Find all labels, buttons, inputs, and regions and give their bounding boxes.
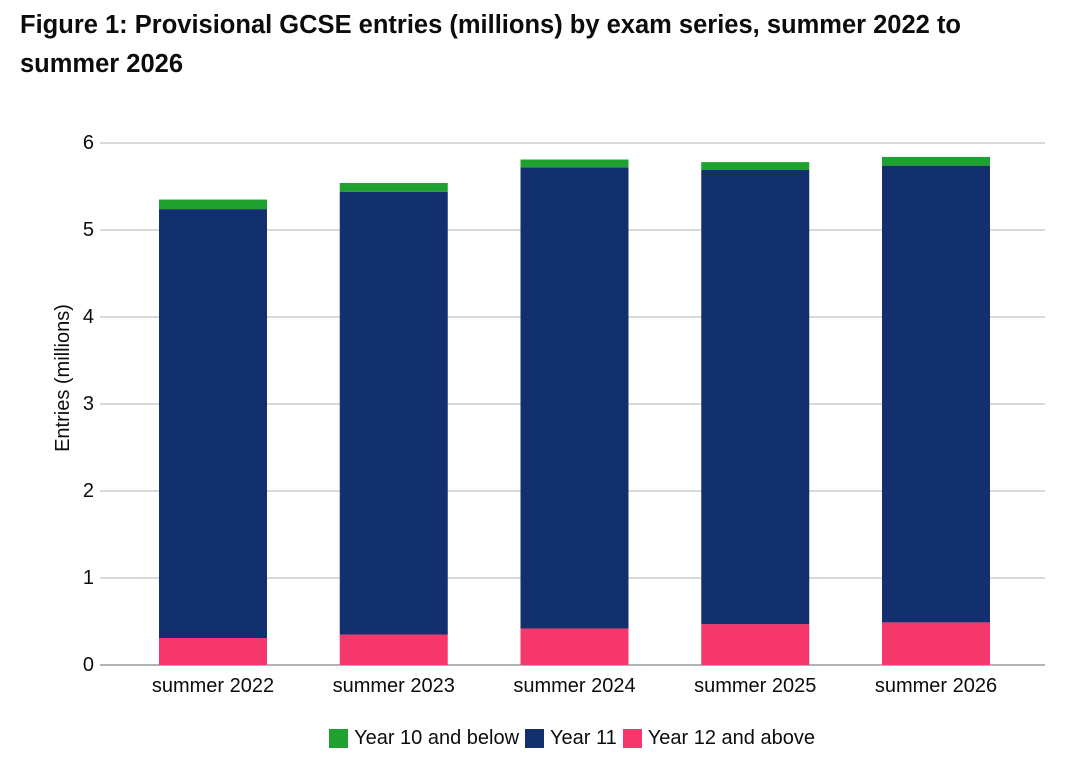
legend-swatch xyxy=(329,729,349,748)
x-tick-label: summer 2023 xyxy=(333,675,455,697)
bar-segment-year-11 xyxy=(882,165,990,623)
bar-segment-year-11 xyxy=(339,191,448,635)
bar-segment-year-10-and-below xyxy=(520,159,629,168)
legend-swatch xyxy=(525,729,545,748)
bar-segment-year-12-and-above xyxy=(520,628,629,665)
figure-title: Figure 1: Provisional GCSE entries (mill… xyxy=(20,11,962,78)
legend-swatch xyxy=(622,729,642,748)
y-axis-ticks: 0 1 2 3 4 5 6 xyxy=(83,132,94,676)
x-tick-label: summer 2025 xyxy=(694,675,816,697)
legend-item: Year 12 and above xyxy=(622,727,815,750)
bar-segment-year-10-and-below xyxy=(882,156,990,166)
y-axis-label: Entries (millions) xyxy=(52,304,74,452)
bar-segment-year-12-and-above xyxy=(701,624,810,665)
bar-segment-year-11 xyxy=(520,167,629,629)
legend-label: Year 10 and below xyxy=(354,727,520,749)
y-tick-label: 3 xyxy=(83,393,94,415)
legend-item: Year 11 xyxy=(525,727,617,750)
legend-label: Year 12 and above xyxy=(647,727,815,749)
bar-segment-year-12-and-above xyxy=(882,622,990,665)
x-tick-label: summer 2024 xyxy=(513,675,635,697)
y-tick-label: 0 xyxy=(83,654,94,676)
bars xyxy=(159,156,990,665)
y-tick-label: 5 xyxy=(83,219,94,241)
y-tick-label: 6 xyxy=(83,132,94,154)
bar-segment-year-11 xyxy=(159,209,267,639)
legend-item: Year 10 and below xyxy=(329,727,519,750)
y-tick-label: 2 xyxy=(83,480,94,502)
bar-segment-year-10-and-below xyxy=(159,199,267,210)
bar-segment-year-10-and-below xyxy=(701,162,810,170)
legend-label: Year 11 xyxy=(550,727,617,749)
bar-segment-year-12-and-above xyxy=(339,634,448,665)
y-tick-label: 1 xyxy=(83,567,94,589)
bar-segment-year-11 xyxy=(701,169,810,625)
x-tick-label: summer 2022 xyxy=(152,675,274,697)
bar-segment-year-10-and-below xyxy=(339,183,448,192)
y-tick-label: 4 xyxy=(83,306,94,328)
x-axis-ticks: summer 2022 summer 2023 summer 2024 summer … xyxy=(152,675,997,697)
bar-segment-year-12-and-above xyxy=(159,638,267,665)
legend: Year 10 and below Year 11 Year 12 and abov… xyxy=(0,727,1080,750)
x-tick-label: summer 2026 xyxy=(875,675,997,697)
